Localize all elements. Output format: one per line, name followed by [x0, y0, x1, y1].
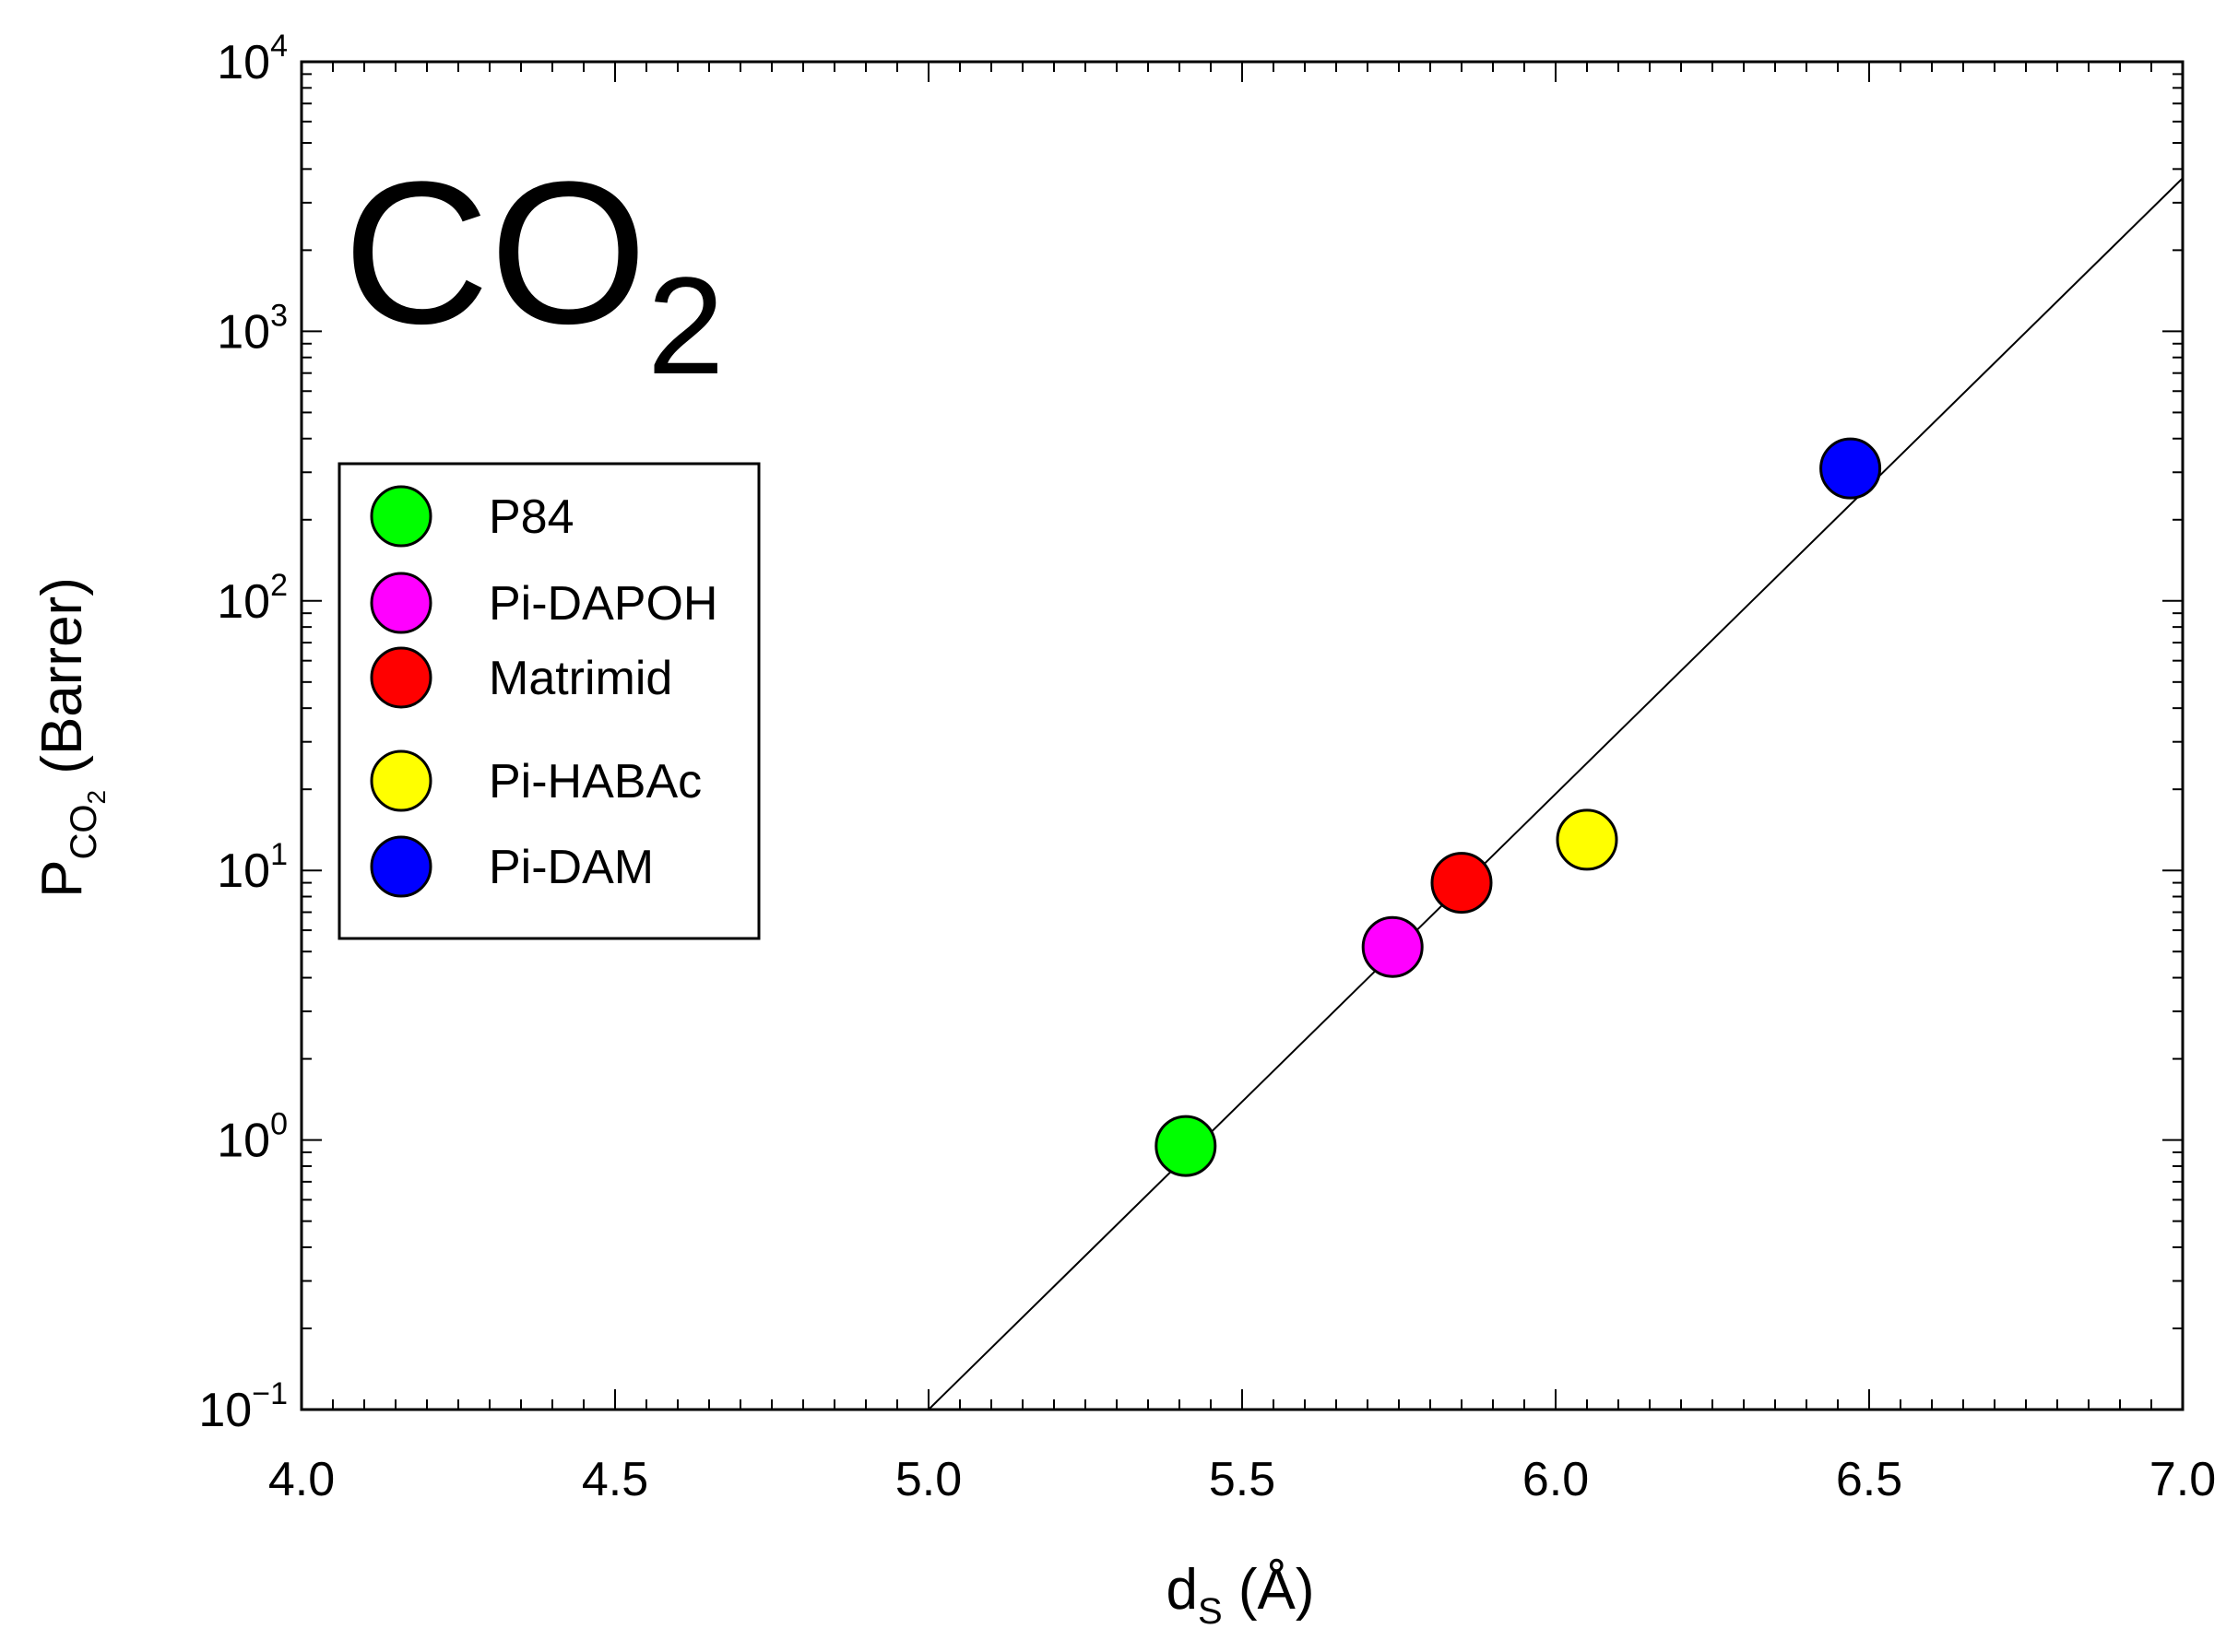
y-tick-label: 104: [217, 29, 288, 89]
legend-marker: [370, 749, 432, 812]
y-tick-label: 100: [217, 1107, 288, 1168]
x-tick-labels: 4.0 4.5 5.0 5.5 6.0 6.5 7.0: [268, 1453, 2216, 1506]
y-tick-exponent: 4: [270, 29, 288, 64]
legend-items: P84 Pi-DAPOH Matrimid Pi-HABAc Pi-DAM: [370, 485, 717, 898]
fit-line: [928, 177, 2184, 1410]
data-point: [1361, 915, 1424, 978]
y-tick-label: 10−1: [198, 1376, 288, 1437]
x-tick-label: 5.0: [895, 1453, 962, 1506]
points-layer: [1155, 437, 1882, 1177]
plot-frame: [300, 60, 2185, 1411]
x-tick-label: 5.5: [1209, 1453, 1275, 1506]
y-axis-title-rest: (Barrer): [30, 577, 94, 790]
y-tick-base: 10: [198, 1384, 252, 1437]
annotation-subscript: 2: [647, 248, 724, 403]
y-tick-label: 103: [217, 298, 288, 359]
legend-label: P84: [489, 490, 574, 544]
y-axis-title-subscript2: 2: [82, 790, 111, 805]
y-tick-exponent: 2: [270, 568, 288, 603]
legend-label: Pi-HABAc: [489, 755, 702, 808]
co2-annotation: CO2: [343, 139, 724, 403]
y-tick-base: 10: [217, 305, 270, 359]
y-tick-label: 101: [217, 837, 288, 898]
legend-label: Pi-DAM: [489, 841, 654, 894]
y-axis-title-main: P: [30, 860, 94, 898]
y-tick-base: 10: [217, 36, 270, 89]
x-axis-title: dS (Å): [1166, 1558, 1314, 1632]
data-point: [1155, 1115, 1217, 1177]
x-tick-label: 6.0: [1522, 1453, 1589, 1506]
legend-marker: [370, 485, 432, 548]
x-tick-label: 4.5: [582, 1453, 648, 1506]
fit-layer: [928, 177, 2184, 1410]
legend-label: Pi-DAPOH: [489, 577, 717, 631]
y-tick-base: 10: [217, 1115, 270, 1168]
x-tick-label: 7.0: [2149, 1453, 2216, 1506]
y-axis-title-subscript: CO: [64, 805, 104, 860]
y-tick-base: 10: [217, 575, 270, 629]
y-tick-base: 10: [217, 844, 270, 898]
legend-label: Matrimid: [489, 652, 672, 705]
legend-marker: [370, 572, 432, 634]
y-tick-label: 102: [217, 568, 288, 629]
y-tick-exponent: 0: [270, 1107, 288, 1142]
data-point: [1819, 437, 1882, 500]
y-tick-exponent: −1: [252, 1376, 288, 1411]
x-tick-label: 6.5: [1836, 1453, 1902, 1506]
legend: P84 Pi-DAPOH Matrimid Pi-HABAc Pi-DAM: [337, 462, 761, 940]
y-tick-exponent: 1: [270, 837, 288, 872]
x-axis-title-rest: (Å): [1223, 1558, 1315, 1622]
data-point: [1556, 808, 1618, 871]
x-axis-title-subscript: S: [1198, 1591, 1223, 1632]
y-axis-title: PCO2 (Barrer): [30, 577, 111, 898]
svg-text:PCO2 (Barrer): PCO2 (Barrer): [30, 577, 111, 898]
legend-marker: [370, 835, 432, 898]
y-tick-exponent: 3: [270, 298, 288, 333]
x-tick-label: 4.0: [268, 1453, 335, 1506]
x-axis-title-main: d: [1166, 1558, 1197, 1622]
data-point: [1430, 852, 1493, 914]
legend-marker: [370, 646, 432, 709]
annotation-main: CO: [343, 139, 647, 366]
